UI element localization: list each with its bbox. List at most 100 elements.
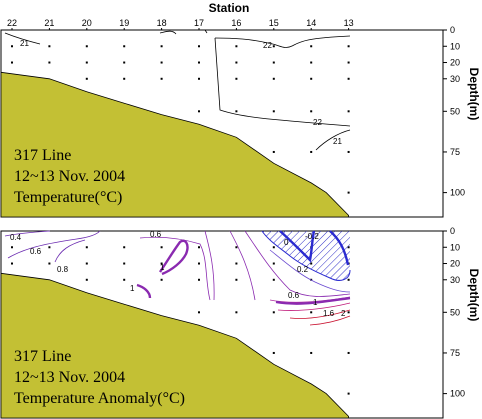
- contour-0.4: [4, 230, 51, 237]
- sample-dot: [272, 246, 275, 249]
- temperature-contours: [4, 29, 351, 151]
- depth-tick-label: 30: [450, 74, 460, 84]
- contour-0.6-right: [244, 230, 351, 297]
- sample-dot: [272, 150, 275, 153]
- sample-dot: [160, 246, 163, 249]
- anom-label-0.4: 0.4: [10, 233, 22, 242]
- contour-2: [309, 315, 351, 326]
- sample-dot: [198, 61, 200, 64]
- sample-dot: [235, 262, 238, 265]
- sample-dot: [310, 110, 313, 113]
- anom-label-1.6: 1.6: [323, 309, 335, 318]
- depth-tick-label: 10: [450, 242, 460, 252]
- contour-21-top: [4, 32, 41, 45]
- sample-dot: [160, 45, 163, 48]
- station-tick-label: 14: [306, 18, 316, 28]
- anom-label-0: 0: [284, 238, 289, 247]
- x-axis-title: Station: [209, 1, 250, 15]
- panel1-line-title: 317 Line: [14, 147, 71, 164]
- sample-dot: [198, 45, 200, 48]
- contour-0.2: [269, 249, 351, 293]
- sample-dot: [272, 278, 275, 281]
- sample-dot: [48, 262, 51, 265]
- sample-dot: [11, 246, 13, 249]
- anom-label-1-right: 1: [313, 298, 318, 307]
- station-tick-label: 18: [157, 18, 167, 28]
- sample-dot: [347, 311, 350, 314]
- anom-label-minus-0.2: -0.2: [305, 232, 319, 241]
- contour-1-left-bold: [136, 283, 152, 299]
- sample-dot: [272, 311, 275, 314]
- panel2-date: 12~13 Nov. 2004: [14, 369, 125, 386]
- station-tick-label: 17: [194, 18, 204, 28]
- sample-dot: [347, 45, 350, 48]
- panel2-variable: Temperature Anomaly(°C): [14, 390, 185, 407]
- sample-dot: [347, 110, 350, 113]
- panel2-depth-ticks: 0 10 20 30 50 75 100: [443, 226, 465, 399]
- contour-top-small: [159, 30, 177, 35]
- depth-tick-label: 100: [450, 389, 465, 399]
- sample-dot: [85, 262, 88, 265]
- seafloor-land: [0, 272, 349, 419]
- sample-dot: [272, 45, 275, 48]
- station-tick-label: 21: [44, 18, 54, 28]
- sample-dot: [123, 77, 126, 80]
- sample-dot: [310, 311, 313, 314]
- sample-dot: [160, 61, 163, 64]
- sample-dot: [85, 246, 88, 249]
- sample-dot: [160, 77, 163, 80]
- sample-dot: [272, 77, 275, 80]
- anomaly-contours: [4, 230, 351, 326]
- sample-dot: [310, 61, 313, 64]
- contour-0.6-left: [7, 230, 101, 259]
- depth-tick-label: 10: [450, 41, 460, 51]
- panel1-variable: Temperature(°C): [14, 189, 122, 206]
- contour-21-lower: [315, 129, 351, 151]
- sample-dot: [235, 61, 238, 64]
- sample-dot: [198, 246, 200, 249]
- sample-dot: [123, 45, 126, 48]
- sample-dot: [235, 278, 238, 281]
- sample-dot: [198, 278, 200, 281]
- station-tick-label: 13: [344, 18, 354, 28]
- sample-dot: [235, 77, 238, 80]
- depth-tick-label: 75: [450, 348, 460, 358]
- contour-minus-0.2-bold: [279, 230, 316, 263]
- contour-0.6-mid: [139, 236, 211, 301]
- sample-dot: [48, 45, 51, 48]
- contour-mid-b: [229, 230, 256, 301]
- anomaly-panel: 0.4 0.6 0.8 0.6 1 1 0 -0.2 0.2 0.6 1 1.6…: [0, 226, 481, 419]
- panel1-date: 12~13 Nov. 2004: [14, 168, 125, 185]
- station-tick-label: 22: [7, 18, 17, 28]
- depth-tick-label: 100: [450, 188, 465, 198]
- depth-tick-label: 20: [450, 259, 460, 269]
- sample-dot: [11, 45, 13, 48]
- station-ticks: 22 21 20 19 18 17 16 15 14 13: [7, 18, 354, 30]
- sample-dot: [123, 278, 126, 281]
- contour-label-21-lower: 21: [333, 137, 342, 146]
- contour-22-upper: [214, 35, 351, 48]
- depth-tick-label: 50: [450, 106, 460, 116]
- sample-dot: [198, 110, 200, 113]
- sample-dot: [272, 61, 275, 64]
- sample-dot: [48, 246, 51, 249]
- contour-label-22-lower: 22: [313, 118, 322, 127]
- contour-1-mid-bold: [159, 239, 189, 276]
- anom-label-0.2: 0.2: [297, 265, 309, 274]
- sample-dot: [85, 45, 88, 48]
- panel2-y-axis-title: Depth(m): [467, 269, 481, 322]
- anom-label-1-mid: 1: [160, 263, 165, 272]
- contour-0: [261, 230, 351, 281]
- depth-tick-label: 20: [450, 58, 460, 68]
- sample-dot: [160, 262, 163, 265]
- panel1-y-axis-title: Depth(m): [467, 68, 481, 121]
- station-tick-label: 20: [82, 18, 92, 28]
- temperature-panel: 21 22 22 21 317 Line 12~13 Nov. 2004 Tem…: [0, 25, 481, 218]
- sample-dot: [235, 311, 238, 314]
- sample-dot: [272, 262, 275, 265]
- sample-dot: [235, 110, 238, 113]
- contour-22-lower: [214, 37, 351, 127]
- sample-dot: [310, 45, 313, 48]
- sample-dot: [160, 278, 163, 281]
